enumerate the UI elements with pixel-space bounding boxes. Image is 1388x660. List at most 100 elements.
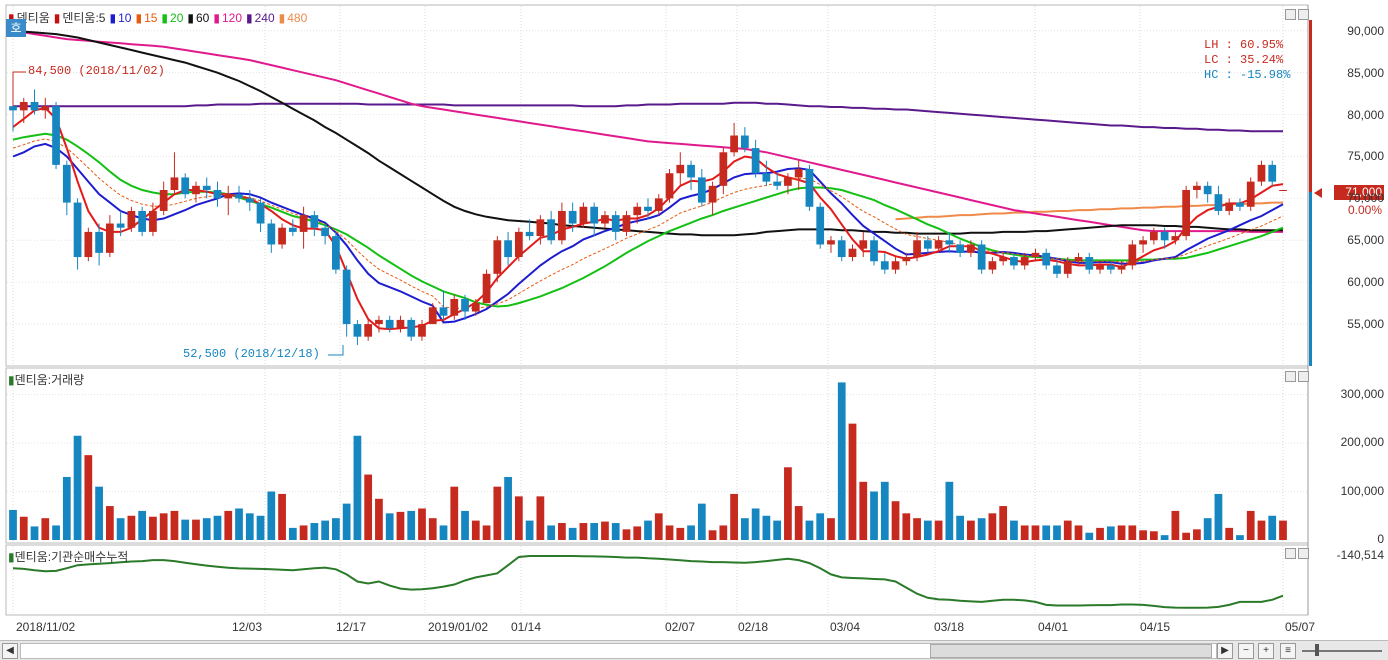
price-tick: 90,000 [1347,23,1384,38]
candle-body [9,106,17,111]
institution-pane-close-icon[interactable] [1298,548,1309,559]
candle-body [288,227,297,232]
volume-pane-close-icon[interactable] [1298,371,1309,382]
volume-bar [859,481,868,540]
volume-bar [41,518,50,540]
volume-bar [590,523,599,540]
candle-body [504,240,512,258]
candle-body [461,298,469,312]
candle-body [945,240,954,245]
candle-body [170,177,179,190]
candle-body [1106,265,1115,270]
volume-bar [181,519,190,540]
ma60-line [12,29,1283,237]
volume-bar [127,515,136,540]
x-tick: 2018/11/02 [16,620,76,634]
volume-bar [461,510,469,540]
horizontal-scrollbar[interactable]: ◀ ▶ − + ≡ [0,640,1388,660]
low-annotation: 52,500 (2018/12/18) [183,347,320,361]
candle-body [794,169,803,178]
candle-body [1236,202,1244,207]
volume-bar [1031,525,1040,540]
candle-body [999,257,1008,262]
volume-bar [504,476,512,540]
x-tick: 05/07 [1285,620,1316,634]
volume-bar [536,496,545,540]
volume-bar [1203,518,1212,540]
volume-bar [740,518,749,540]
candle-body [310,215,319,228]
zoom-reset-icon[interactable]: ≡ [1280,643,1296,659]
volume-bar [332,518,340,540]
volume-bar [837,382,846,540]
pane-close-icon[interactable] [1298,9,1309,20]
zoom-slider[interactable] [1302,650,1382,652]
candle-body [816,206,825,245]
volume-bar [364,474,373,540]
price-tick: 70,000 [1347,191,1384,206]
volume-bar [375,498,383,540]
volume-bar [514,496,523,540]
price-tick: 55,000 [1347,317,1384,332]
x-tick: 04/01 [1038,620,1069,634]
candle-body [633,206,642,216]
candle-body [1053,265,1061,274]
volume-bar [418,508,426,540]
volume-bar [547,525,556,540]
candle-body [364,324,373,337]
volume-bar [1020,525,1029,540]
volume-bar [1149,531,1158,540]
volume-bar [439,525,448,540]
scroll-right-icon[interactable]: ▶ [1217,643,1233,659]
candle-body [1203,185,1212,195]
volume-bar [913,518,921,540]
pane-minimize-icon[interactable] [1285,9,1296,20]
candle-body [902,257,911,262]
volume-bar [891,501,900,540]
candle-body [687,164,695,178]
price-tick: 85,000 [1347,65,1384,80]
volume-bar [450,486,459,540]
candle-body [1139,240,1147,245]
volume-bar [762,515,771,540]
candle-body [471,303,480,312]
volume-bar [687,525,695,540]
legend-item-3: ▮ 15 [135,11,158,25]
zoom-out-icon[interactable]: − [1238,643,1254,659]
candle-body [1020,257,1029,266]
volume-bar [105,506,114,540]
scroll-thumb[interactable] [930,644,1212,658]
candle-body [870,240,878,262]
candle-body [525,231,534,237]
side-tag[interactable]: 호 [6,19,26,37]
x-tick: 12/03 [232,620,263,634]
volume-pane-minimize-icon[interactable] [1285,371,1296,382]
candle-body [138,210,147,232]
volume-bar [299,525,308,540]
volume-bar [1010,520,1018,540]
scroll-left-icon[interactable]: ◀ [2,643,18,659]
volume-bar [95,486,103,540]
volume-bar [805,520,814,540]
x-tick: 12/17 [336,620,367,634]
volume-bar [730,493,738,540]
volume-bar [1257,520,1266,540]
volume-bar [396,511,405,540]
volume-bar [848,423,857,540]
scroll-track[interactable] [20,643,1217,659]
volume-tick: 100,000 [1340,483,1384,498]
volume-bar [1160,535,1169,540]
zoom-in-icon[interactable]: + [1258,643,1274,659]
candle-body [278,227,286,245]
candle-body [751,148,760,174]
zoom-slider-handle[interactable] [1315,644,1319,656]
volume-bar [1074,525,1083,540]
volume-bar [902,513,911,540]
candle-body [1096,265,1104,270]
stat-lc: LC : 35.24% [1204,53,1284,67]
candle-body [1182,190,1191,237]
candle-body [332,236,340,270]
volume-bar [192,519,200,540]
institution-pane-minimize-icon[interactable] [1285,548,1296,559]
